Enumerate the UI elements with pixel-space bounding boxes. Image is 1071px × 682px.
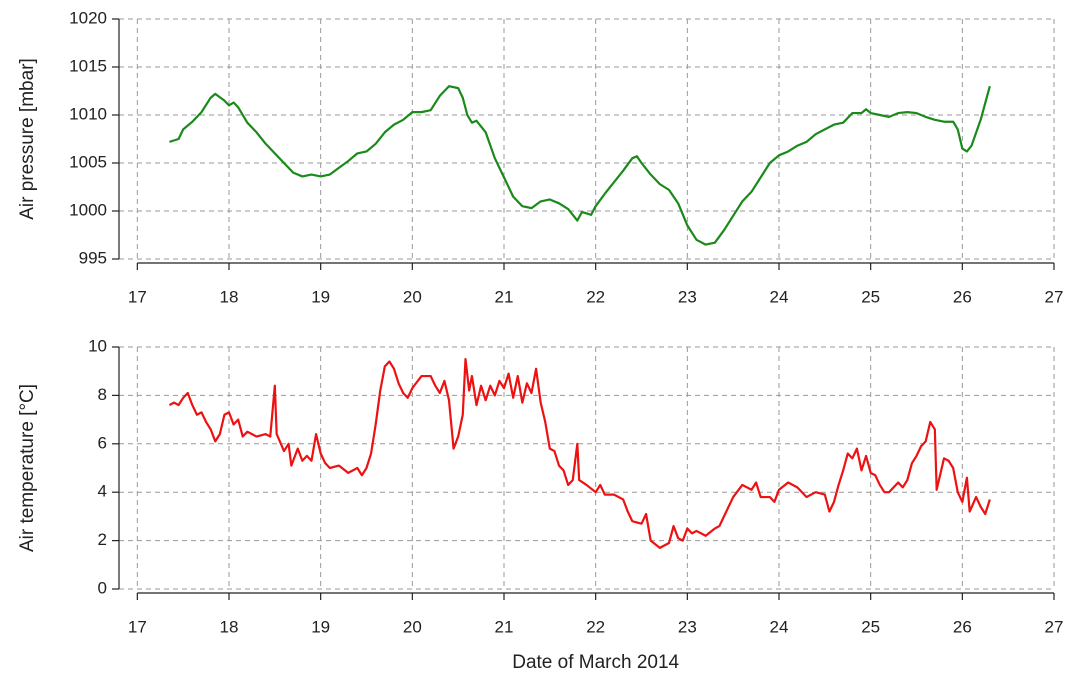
x-tick-label: 27: [1045, 287, 1064, 306]
y-tick-label: 6: [98, 433, 107, 452]
x-tick-label: 23: [678, 287, 697, 306]
y-tick-label: 1015: [69, 56, 107, 75]
y-tick-label: 2: [98, 530, 107, 549]
x-tick-label: 23: [678, 617, 697, 636]
data-line: [169, 85, 991, 246]
x-tick-label: 17: [128, 617, 147, 636]
x-tick-label: 26: [953, 617, 972, 636]
y-axis-label: Air temperature [°C]: [17, 384, 38, 552]
x-tick-label: 21: [495, 617, 514, 636]
x-tick-label: 25: [861, 287, 880, 306]
y-tick-label: 1005: [69, 152, 107, 171]
x-tick-label: 24: [770, 287, 789, 306]
y-tick-label: 1020: [69, 8, 107, 27]
y-tick-label: 0: [98, 578, 107, 597]
x-tick-label: 24: [770, 617, 789, 636]
y-tick-label: 8: [98, 385, 107, 404]
x-tick-label: 22: [586, 287, 605, 306]
y-tick-label: 10: [88, 336, 107, 355]
x-tick-label: 21: [495, 287, 514, 306]
x-tick-label: 17: [128, 287, 147, 306]
x-tick-label: 25: [861, 617, 880, 636]
data-line: [168, 358, 991, 549]
y-tick-label: 995: [79, 248, 107, 267]
x-tick-label: 26: [953, 287, 972, 306]
x-tick-label: 19: [311, 287, 330, 306]
y-tick-label: 4: [98, 482, 107, 501]
y-tick-label: 1010: [69, 104, 107, 123]
x-axis-label: Date of March 2014: [512, 652, 679, 673]
y-tick-label: 1000: [69, 200, 107, 219]
x-tick-label: 20: [403, 617, 422, 636]
y-axis-label: Air pressure [mbar]: [17, 58, 38, 220]
x-tick-label: 20: [403, 287, 422, 306]
x-tick-label: 18: [220, 617, 239, 636]
x-tick-label: 19: [311, 617, 330, 636]
x-tick-label: 22: [586, 617, 605, 636]
x-tick-label: 27: [1045, 617, 1064, 636]
x-tick-label: 18: [220, 287, 239, 306]
